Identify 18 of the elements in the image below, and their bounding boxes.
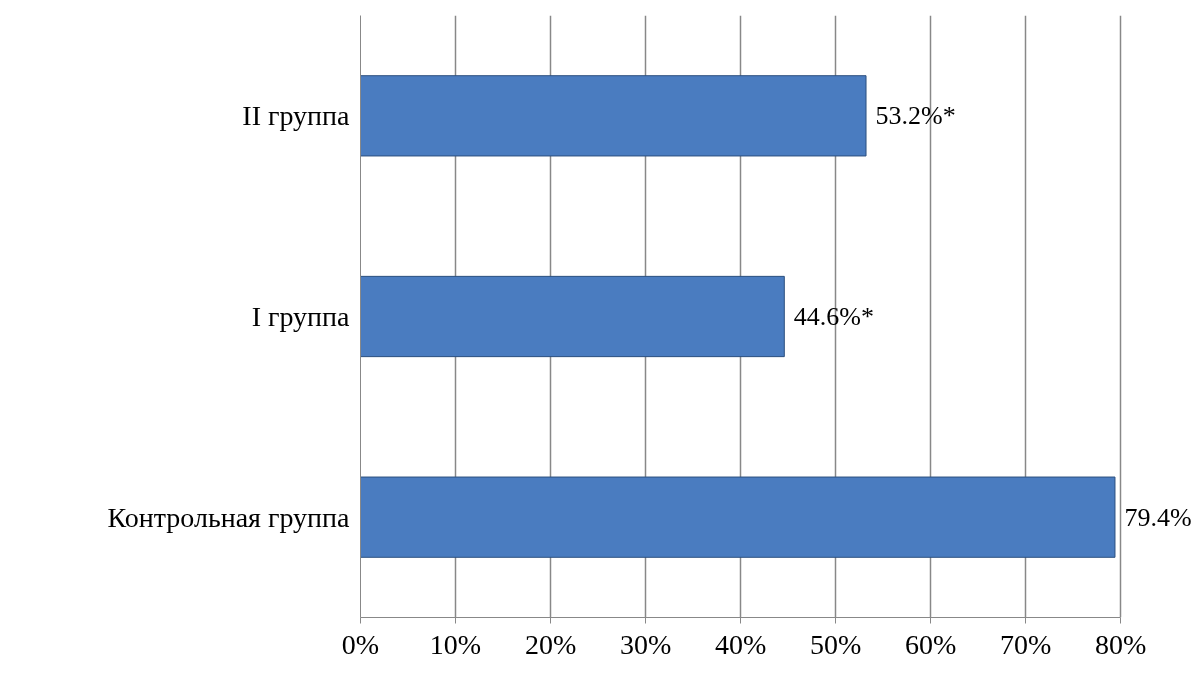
x-tick-label: 70%: [1000, 628, 1052, 660]
x-tick-label: 0%: [341, 628, 380, 660]
bar: [360, 476, 1116, 558]
y-tick-label: I группа: [251, 301, 351, 332]
x-tick-label: 30%: [619, 628, 672, 660]
x-tick-label: 50%: [809, 628, 862, 660]
x-tick-label: 80%: [1095, 628, 1147, 660]
y-tick-label: Контрольная группа: [107, 501, 351, 533]
x-tick-label: 20%: [524, 628, 577, 660]
data-label: 44.6%*: [793, 302, 874, 331]
data-label: 53.2%*: [875, 101, 956, 131]
y-tick-label: II группа: [242, 100, 351, 132]
x-tick-label: 10%: [429, 628, 482, 660]
x-tick-label: 60%: [904, 628, 957, 660]
bar: [360, 75, 867, 157]
data-label: 79.4%: [1124, 502, 1192, 532]
x-tick-label: 40%: [714, 628, 767, 660]
bar: [360, 275, 785, 358]
